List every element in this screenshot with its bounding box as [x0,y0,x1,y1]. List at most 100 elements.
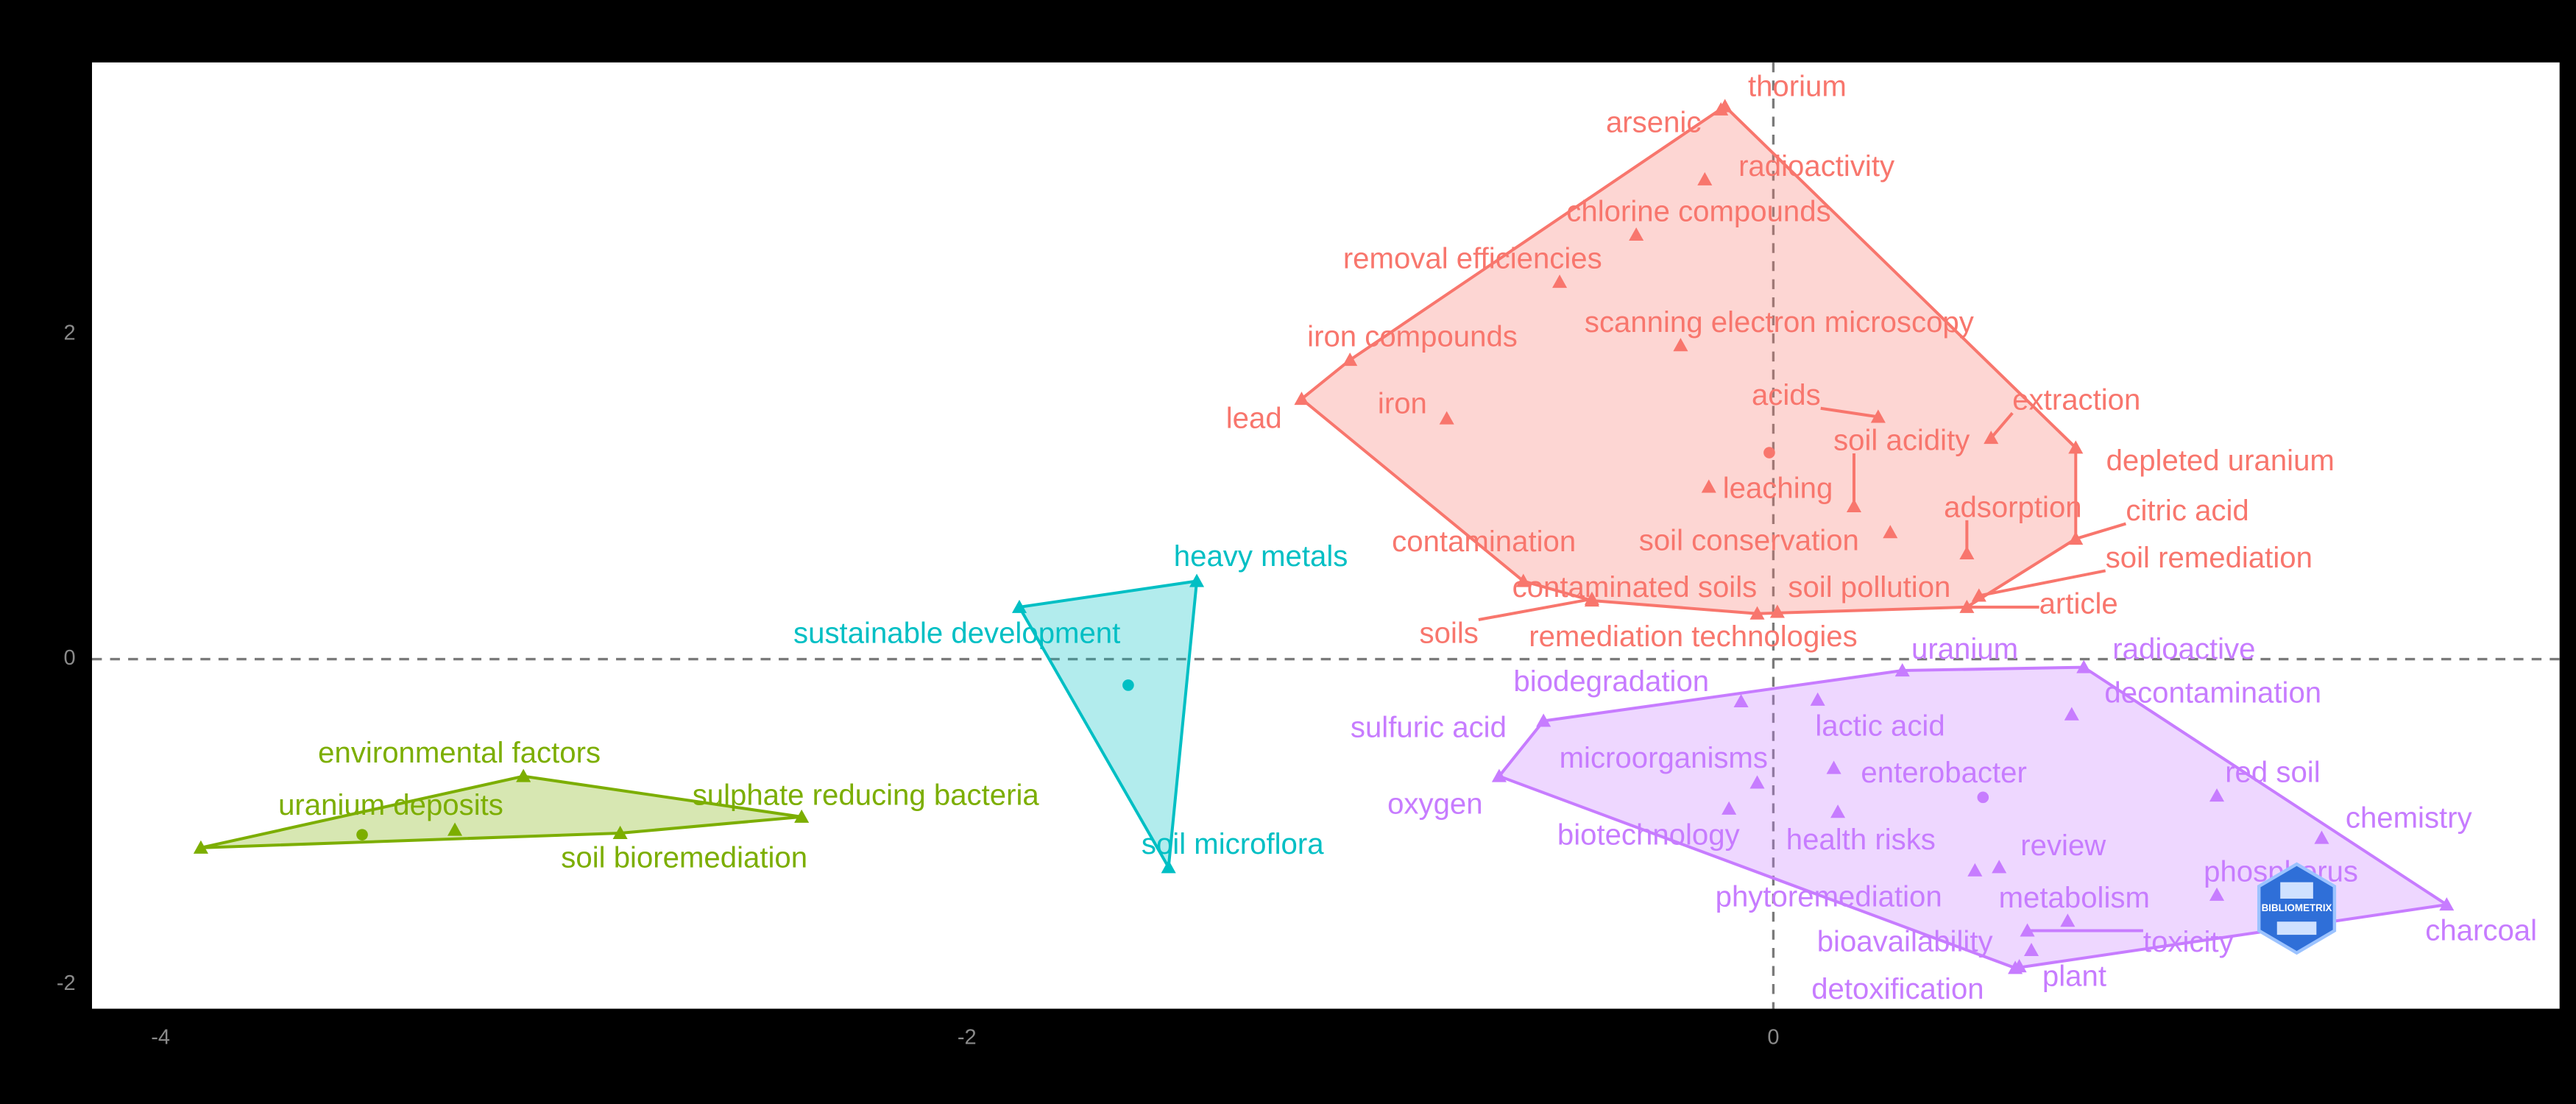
logo-icon [2280,882,2313,899]
word-label: bioavailability [1817,925,1993,958]
point [794,809,810,823]
point [1713,102,1729,116]
point [1749,606,1765,620]
word-label: charcoal [2425,914,2537,947]
word-label: detoxification [1811,972,1984,1005]
point [2209,887,2225,901]
word-label: decontamination [2104,676,2321,710]
word-label: radioactivity [1738,149,1894,183]
point [2064,707,2079,721]
logo-icon [2276,921,2317,935]
word-label: citric acid [2126,494,2248,527]
point [2060,913,2076,927]
word-label: metabolism [1999,881,2150,914]
point [1894,662,1910,677]
point [1883,525,1898,539]
point [447,822,463,836]
watermark-text: BIBLIOMETRIX [2262,902,2332,913]
word-label: uranium [1911,632,2018,665]
word-label: radioactive [2112,632,2255,665]
word-label: environmental factors [318,736,601,769]
point [516,768,531,782]
point [2209,788,2225,802]
point [1697,171,1713,185]
x-tick-label: -2 [958,1025,977,1049]
centroid [1122,679,1134,691]
point [1629,227,1644,241]
point [1769,604,1785,618]
centroid [1977,791,1989,804]
point [2439,897,2455,911]
x-tick-label: -4 [151,1025,170,1049]
labels: thorium arsenic radioactivity chlorine comp… [278,70,2537,1006]
leader-line [1989,411,2014,439]
watermark-logo: BIBLIOMETRIX [2257,862,2337,955]
word-label: extraction [2012,383,2140,417]
word-label: oxygen [1387,787,1483,820]
point [1491,768,1507,782]
point [2011,959,2027,973]
word-label: article [2039,587,2118,620]
point [1189,573,1205,587]
word-label: soils [1420,617,1479,650]
y-tick-label: 0 [64,646,76,670]
leader-line [1478,597,1593,621]
point [1722,801,1737,815]
centroid [1763,447,1775,459]
point [1342,353,1358,367]
word-label: microorganisms [1560,741,1768,774]
point [1536,713,1551,727]
word-label: iron [1378,386,1427,420]
point [1294,392,1309,406]
plot-area [92,62,2560,1009]
point [1992,860,2007,874]
point [1439,411,1454,425]
point [1515,573,1531,587]
word-label: chlorine compounds [1566,195,1830,228]
point [1673,338,1688,352]
word-label: sulfuric acid [1351,710,1507,743]
word-label: enterobacter [1861,756,2026,789]
point [612,825,628,839]
word-label: phytoremediation [1716,880,1942,913]
point [2023,942,2039,957]
word-label: contamination [1392,525,1576,558]
word-label: red soil [2225,756,2320,789]
word-label: review [2020,829,2106,862]
word-label: thorium [1748,70,1847,103]
point [1830,804,1846,818]
word-label: removal efficiencies [1343,242,1602,275]
x-tick-label: 0 [1767,1025,1779,1049]
word-label: plant [2042,959,2106,992]
point [1749,775,1765,789]
word-label: acids [1752,378,1821,411]
y-tick-label: 2 [64,321,76,344]
point [1584,591,1599,605]
leader-line [1820,406,1879,419]
word-label: lead [1226,402,1282,435]
cluster-hull [1299,104,2078,615]
word-label: contaminated soils [1512,570,1758,604]
point [1552,275,1568,289]
point [2076,659,2092,673]
point [193,840,208,854]
point [2068,440,2084,454]
word-label: soil microflora [1142,827,1324,860]
word-label: soil bioremediation [561,841,807,874]
leader-line [2075,522,2126,541]
point [1161,860,1176,874]
axes: -4 -2 0 -2 0 2 [57,62,2560,1049]
word-label: chemistry [2346,802,2472,835]
word-label: sustainable development [793,616,1120,649]
cluster-hull [1016,579,1199,872]
point [1011,599,1027,613]
point [1826,760,1841,774]
word-label: soil conservation [1639,523,1859,556]
point [1701,479,1716,493]
word-label: health risks [1786,823,1936,856]
word-label: soil acidity [1833,423,1970,456]
word-label: toxicity [2143,925,2234,958]
word-label: sulphate reducing bacteria [693,779,1040,812]
point [1810,692,1825,706]
